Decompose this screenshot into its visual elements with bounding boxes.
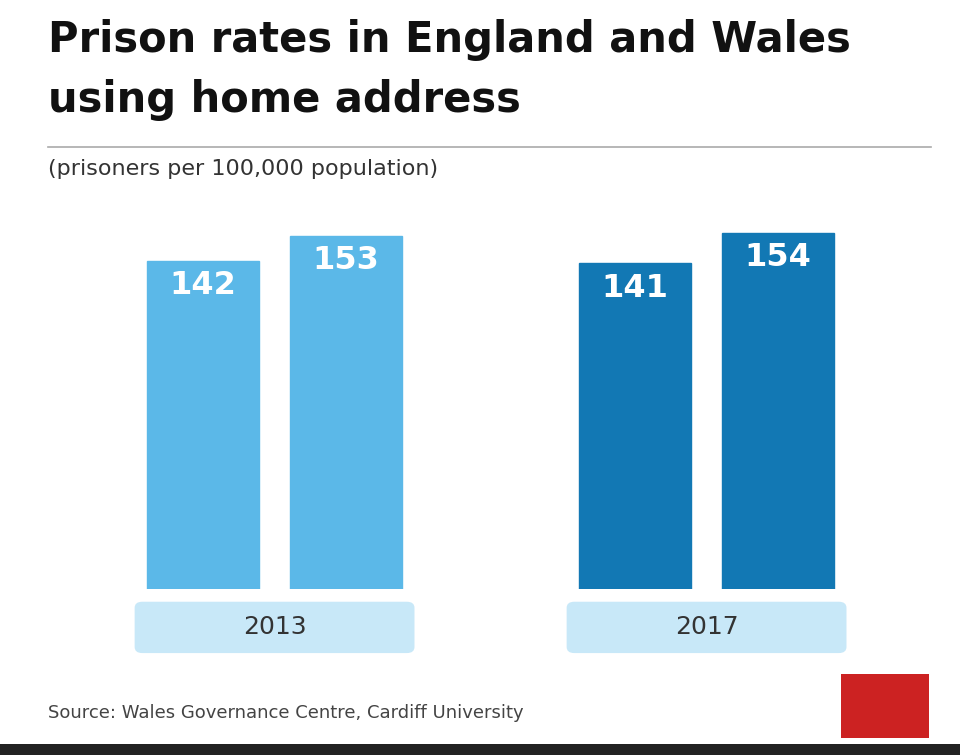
- Text: England: England: [588, 610, 684, 633]
- Text: England: England: [156, 610, 252, 633]
- Bar: [722, 233, 834, 589]
- Text: Source: Wales Governance Centre, Cardiff University: Source: Wales Governance Centre, Cardiff…: [48, 704, 523, 723]
- Text: Wales: Wales: [311, 610, 381, 633]
- Text: 141: 141: [602, 273, 669, 304]
- Text: Prison rates in England and Wales: Prison rates in England and Wales: [48, 19, 851, 61]
- Text: using home address: using home address: [48, 79, 521, 122]
- Bar: [147, 261, 259, 589]
- Bar: [579, 263, 691, 589]
- Text: 2017: 2017: [675, 615, 738, 639]
- Text: 142: 142: [170, 270, 237, 301]
- Bar: [290, 236, 402, 589]
- Text: 153: 153: [312, 245, 379, 276]
- Text: PA: PA: [865, 692, 905, 720]
- Text: Wales: Wales: [743, 610, 813, 633]
- Text: 154: 154: [744, 242, 811, 273]
- Text: 2013: 2013: [243, 615, 306, 639]
- Text: (prisoners per 100,000 population): (prisoners per 100,000 population): [48, 159, 438, 178]
